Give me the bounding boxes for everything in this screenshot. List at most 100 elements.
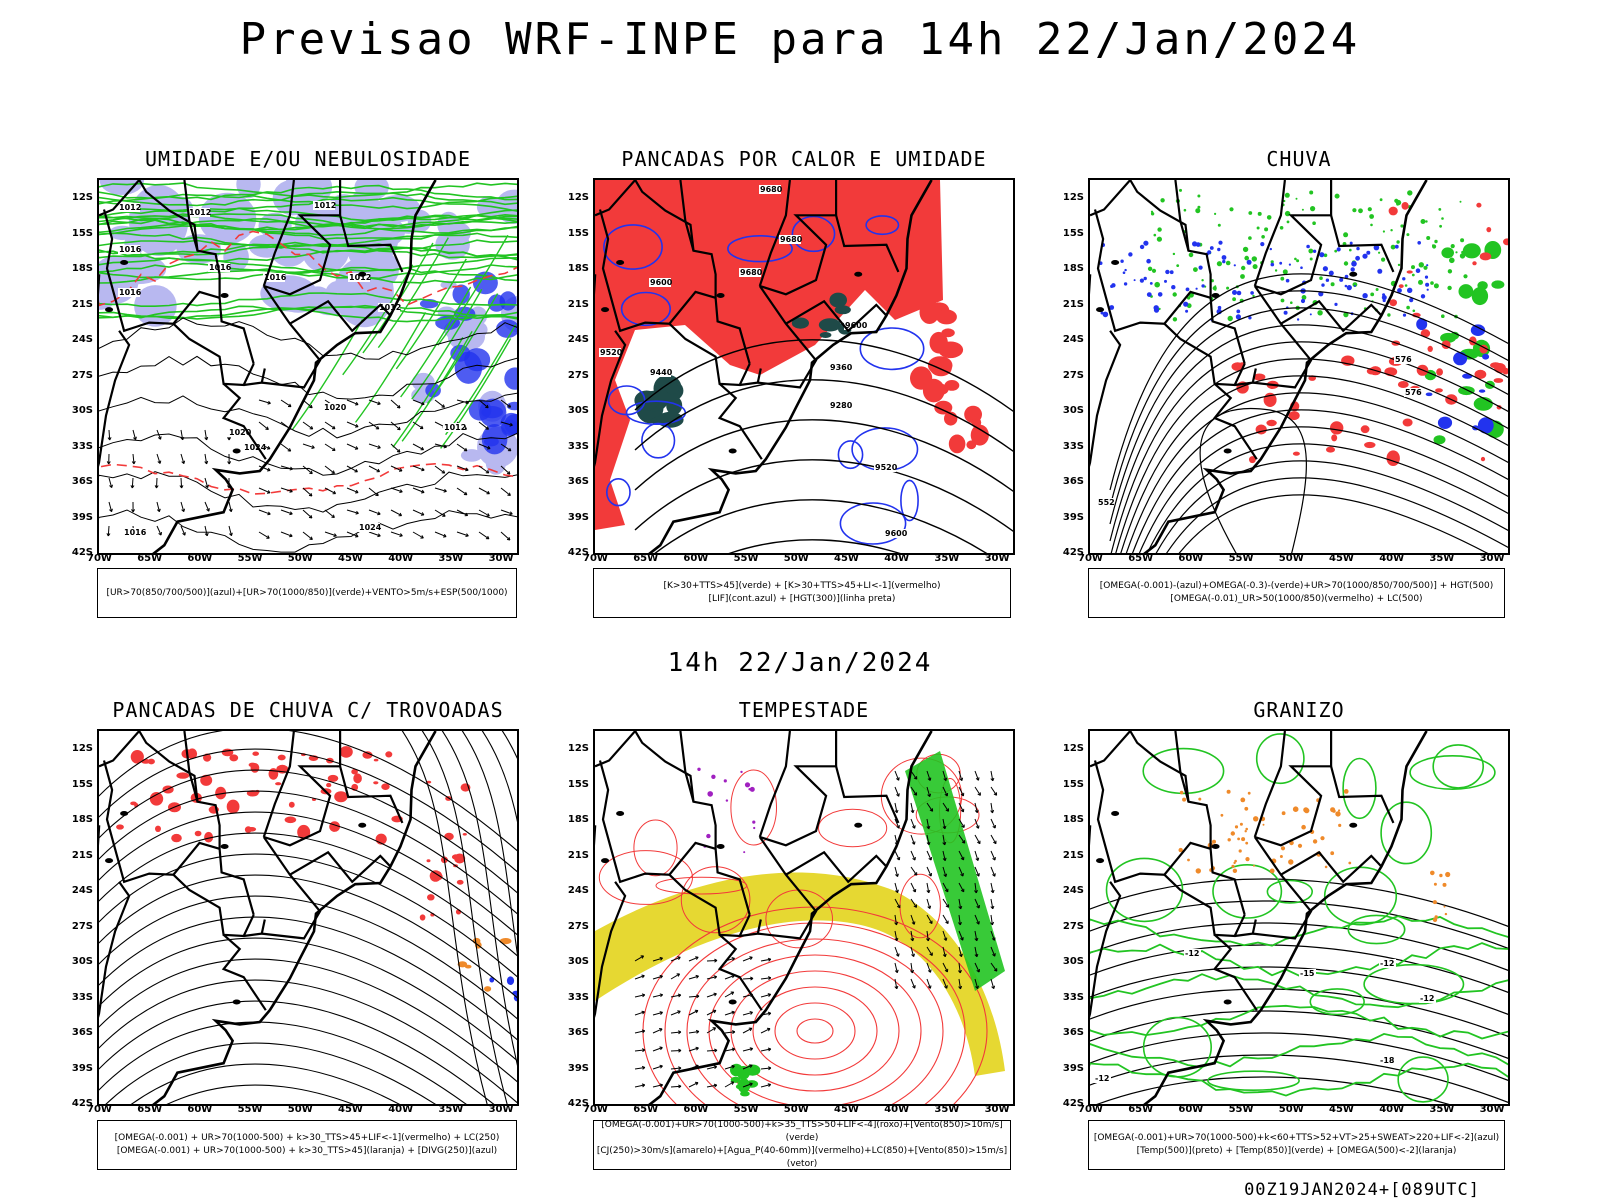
arrow-head xyxy=(990,905,995,910)
political-border xyxy=(183,731,199,802)
latitude-tick-label: 12S xyxy=(1062,743,1084,754)
streamline-250hpa xyxy=(99,958,517,1083)
precip-red-area xyxy=(1490,362,1502,369)
lake xyxy=(716,843,725,849)
precipitable-water-contour xyxy=(680,866,751,934)
omega-blue-area xyxy=(1217,305,1222,310)
longitude-tick-label: 70W xyxy=(1078,1104,1103,1115)
omega-blue-area xyxy=(1260,242,1265,247)
wind-vector-850 xyxy=(926,818,930,829)
arrow-head xyxy=(958,985,963,990)
omega-blue-area xyxy=(1416,318,1428,331)
contour-label: 9600 xyxy=(845,321,868,330)
wind-arrow xyxy=(456,443,468,452)
longitude-axis: 70W 65W 60W 55W 50W 45W 40W 35W 30W xyxy=(87,553,519,567)
omega-blue-area xyxy=(1339,277,1344,282)
wind-arrow xyxy=(500,531,511,541)
wind-arrow xyxy=(156,501,160,512)
arrow-head xyxy=(974,809,979,814)
humidity-green-contour xyxy=(426,293,499,404)
arrow-head xyxy=(287,448,292,452)
omega-orange-area xyxy=(1320,836,1325,841)
arrow-head xyxy=(659,1064,663,1069)
latitude-tick-label: 21S xyxy=(1062,849,1084,861)
arrow-head xyxy=(713,1065,718,1070)
streamline xyxy=(1199,407,1307,553)
wind-arrow xyxy=(368,487,379,496)
wind-vector-850 xyxy=(760,993,771,998)
wind-arrow xyxy=(258,531,270,539)
precip-red-area xyxy=(1388,206,1398,216)
coastline xyxy=(1090,731,1428,1104)
wind-vector-850 xyxy=(724,1081,734,1088)
arrow-head xyxy=(694,1081,699,1086)
longitude-tick-label: 35W xyxy=(438,553,464,564)
arrow-head xyxy=(641,1065,646,1070)
omega-blue-area xyxy=(1146,258,1151,264)
wind-850-green-area xyxy=(905,751,1005,991)
legend-chuva: [OMEGA(-0.001)-(azul)+OMEGA(-0.3)-(verde… xyxy=(1088,568,1505,618)
map-umidade: 1012 1012 1012 1016 1012 1016 1016 1012 1016 1020… xyxy=(97,178,519,555)
wind-arrow xyxy=(412,443,424,451)
wind-arrow xyxy=(280,399,292,408)
contour-label-bg xyxy=(829,363,851,372)
wind-vector-850 xyxy=(926,770,931,781)
arrow-head xyxy=(331,470,335,474)
omega-green-area xyxy=(1227,315,1233,322)
omega-green-area xyxy=(1397,263,1401,267)
omega-green-area xyxy=(1309,190,1314,195)
omega-green-area xyxy=(1352,282,1358,287)
omega-blue-area xyxy=(1336,247,1341,252)
severe-purple-area xyxy=(711,774,716,779)
contour-label: 9520 xyxy=(875,463,898,472)
temperature-850hpa-contour xyxy=(1409,754,1496,791)
arrow-head xyxy=(749,956,753,960)
arrow-head xyxy=(265,426,269,430)
precip-red-area xyxy=(1474,369,1487,379)
omega-blue-area xyxy=(1353,285,1356,287)
lifted-index-contour xyxy=(839,502,907,545)
omega-green-area xyxy=(1193,267,1198,272)
omega-green-area xyxy=(1406,233,1410,237)
contour-label-bg xyxy=(323,403,345,412)
arrow-head xyxy=(289,489,293,493)
latitude-tick-label: 33S xyxy=(567,440,589,452)
latitude-tick-label: 27S xyxy=(567,369,589,381)
wind-arrow xyxy=(228,501,232,512)
height-contour-300hpa xyxy=(634,419,1013,493)
omega-orange-area xyxy=(1234,859,1237,863)
humidity-green-contour xyxy=(437,234,509,346)
precip-red-area xyxy=(1266,419,1277,427)
omega-blue-area xyxy=(1366,250,1371,255)
temperature-850hpa-contour xyxy=(1090,1062,1508,1097)
thunderstorm-red-area xyxy=(353,773,362,784)
height-contour-500hpa xyxy=(1109,324,1508,542)
instability-red-area xyxy=(936,309,957,325)
wind-vector-850 xyxy=(706,1009,717,1016)
wind-vector-850 xyxy=(652,1065,663,1070)
omega-green-area xyxy=(1433,283,1439,289)
coastline xyxy=(1090,180,1428,553)
wind-vector-850 xyxy=(974,770,979,781)
wind-arrow xyxy=(368,509,381,515)
longitude-tick-label: 65W xyxy=(1128,553,1154,564)
severe-purple-area xyxy=(753,826,756,830)
omega-orange-area xyxy=(1220,813,1224,817)
arrow-head xyxy=(910,809,915,814)
precip-red-area xyxy=(1493,378,1504,383)
omega-blue-area xyxy=(1321,283,1325,287)
arrow-head xyxy=(731,957,735,961)
thunderstorm-red-area xyxy=(250,763,260,773)
arrow-head xyxy=(355,533,359,538)
omega-green-area xyxy=(1252,264,1258,270)
lifted-index-contour xyxy=(727,234,793,263)
omega-blue-area xyxy=(1478,389,1486,393)
lake xyxy=(616,810,625,816)
omega-green-area xyxy=(1160,198,1165,203)
wind-vector-850 xyxy=(652,975,663,980)
thunderstorm-red-area xyxy=(226,799,240,814)
latitude-tick-label: 30S xyxy=(1062,405,1084,416)
wind-arrow xyxy=(228,525,232,536)
temperature-850hpa-contour xyxy=(1090,973,1508,1009)
wind-vector-850 xyxy=(974,786,981,796)
